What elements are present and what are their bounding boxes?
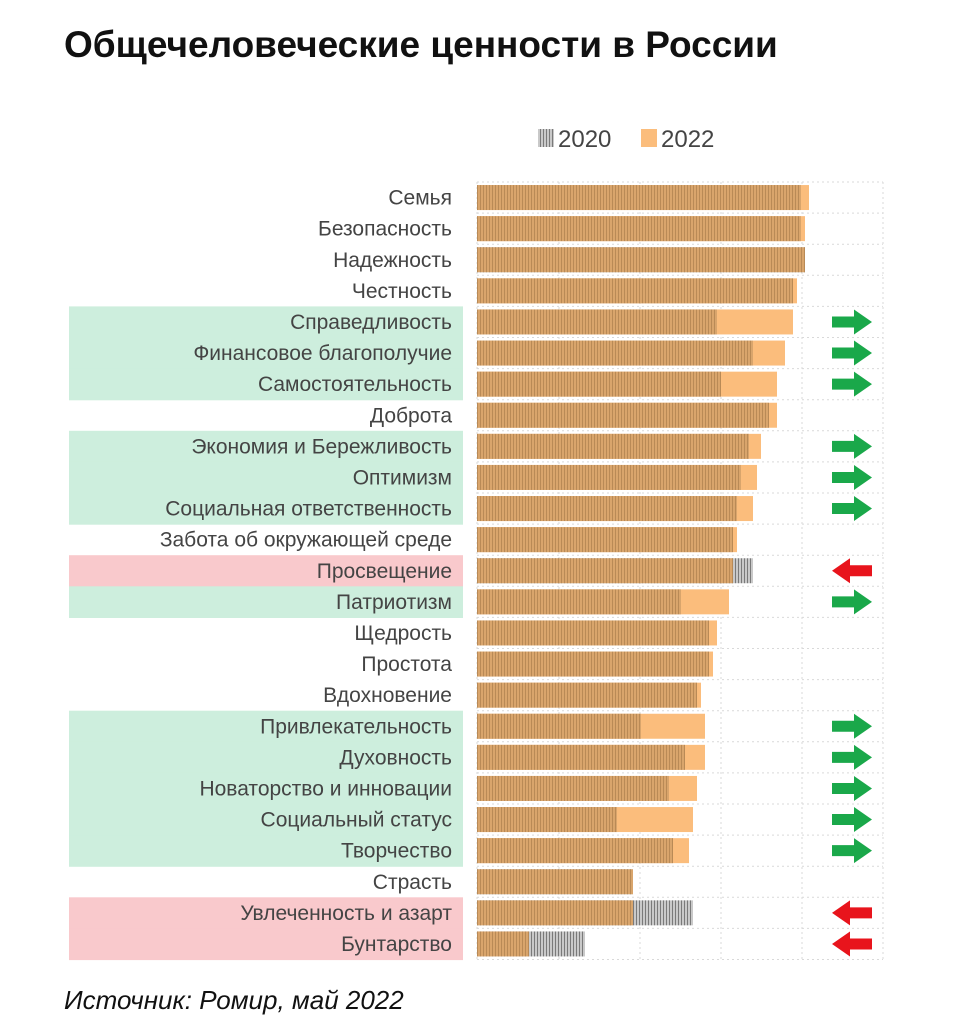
highlight-band: [69, 710, 463, 743]
arrow-right-icon: [832, 340, 872, 366]
highlight-band: [69, 586, 463, 618]
category-label: Творчество: [341, 840, 452, 863]
bar-2022: [477, 931, 529, 957]
category-label: Доброта: [370, 404, 452, 427]
highlight-band: [69, 835, 463, 867]
arrow-right-icon: [832, 496, 872, 522]
highlight-layer: [69, 306, 463, 961]
legend-swatch-2022: [641, 129, 657, 147]
highlight-band: [69, 461, 463, 494]
bar-2020: [477, 744, 685, 770]
bar-2020: [477, 496, 737, 522]
bar-2020: [477, 278, 793, 304]
category-label: Финансовое благополучие: [193, 342, 452, 365]
category-label: Привлекательность: [260, 715, 452, 738]
highlight-band: [69, 741, 463, 774]
bar-2020: [477, 185, 801, 211]
highlight-band: [69, 804, 463, 836]
category-label: Вдохновение: [323, 684, 452, 707]
legend-swatch-2020: [538, 129, 554, 147]
category-label: Экономия и Бережливость: [191, 435, 452, 458]
legend: 2020 2022: [538, 126, 714, 153]
bar-2020: [477, 402, 769, 428]
category-label: Просвещение: [317, 560, 452, 583]
arrow-right-icon: [832, 589, 872, 615]
bar-2020: [477, 682, 697, 708]
bar-2020: [477, 651, 709, 677]
category-label: Семья: [388, 187, 452, 210]
legend-label-2022: 2022: [661, 126, 714, 153]
chart-title: Общечеловеческие ценности в России: [64, 24, 778, 65]
bar-2020: [477, 589, 681, 615]
arrows-layer: [832, 309, 872, 957]
highlight-band: [69, 493, 463, 525]
category-label: Социальный статус: [261, 809, 452, 832]
legend-label-2020: 2020: [558, 126, 611, 153]
bar-2020: [477, 371, 721, 397]
labels-layer: Семья Безопасность Надежность Честность Спра…: [160, 187, 453, 956]
arrow-right-icon: [832, 309, 872, 335]
highlight-band: [69, 337, 463, 370]
category-label: Увлеченность и азарт: [240, 902, 452, 925]
category-label: Оптимизм: [353, 466, 452, 489]
bar-2020: [477, 620, 709, 646]
bar-2022: [477, 247, 805, 273]
bar-2022: [477, 869, 633, 895]
arrow-right-icon: [832, 433, 872, 459]
category-label: Бунтарство: [341, 933, 452, 956]
bar-2020: [477, 775, 669, 801]
bar-2020: [477, 216, 801, 242]
bar-2020: [477, 340, 753, 366]
arrow-right-icon: [832, 464, 872, 490]
category-label: Социальная ответственность: [165, 498, 452, 521]
category-label: Духовность: [339, 746, 452, 769]
arrow-right-icon: [832, 775, 872, 801]
highlight-band: [69, 928, 463, 961]
arrow-right-icon: [832, 807, 872, 833]
highlight-band: [69, 306, 463, 339]
category-label: Справедливость: [290, 311, 452, 334]
highlight-band: [69, 897, 463, 929]
bar-2020: [477, 713, 641, 739]
source-note: Источник: Ромир, май 2022: [64, 985, 404, 1015]
category-label: Забота об окружающей среде: [160, 529, 452, 552]
category-label: Страсть: [373, 871, 452, 894]
arrow-right-icon: [832, 744, 872, 770]
bar-2020: [477, 433, 749, 459]
bar-2020: [477, 838, 673, 864]
bar-2020: [477, 464, 741, 490]
bar-2022: [477, 900, 633, 926]
category-label: Простота: [361, 653, 452, 676]
highlight-band: [69, 555, 463, 587]
category-label: Надежность: [333, 249, 452, 272]
category-label: Честность: [352, 280, 452, 303]
category-label: Новаторство и инновации: [199, 777, 452, 800]
bars-layer: [477, 185, 809, 957]
arrow-left-icon: [832, 900, 872, 926]
category-label: Самостоятельность: [258, 373, 452, 396]
arrow-left-icon: [832, 931, 872, 957]
bar-2020: [477, 807, 617, 833]
arrow-right-icon: [832, 371, 872, 397]
bar-2020: [477, 309, 717, 335]
category-label: Безопасность: [318, 218, 452, 241]
arrow-left-icon: [832, 558, 872, 584]
arrow-right-icon: [832, 713, 872, 739]
highlight-band: [69, 772, 463, 805]
bar-2022: [477, 558, 733, 584]
bar-2020: [477, 527, 733, 553]
highlight-band: [69, 368, 463, 401]
category-label: Щедрость: [354, 622, 452, 645]
arrow-right-icon: [832, 838, 872, 864]
category-label: Патриотизм: [336, 591, 452, 614]
highlight-band: [69, 430, 463, 463]
